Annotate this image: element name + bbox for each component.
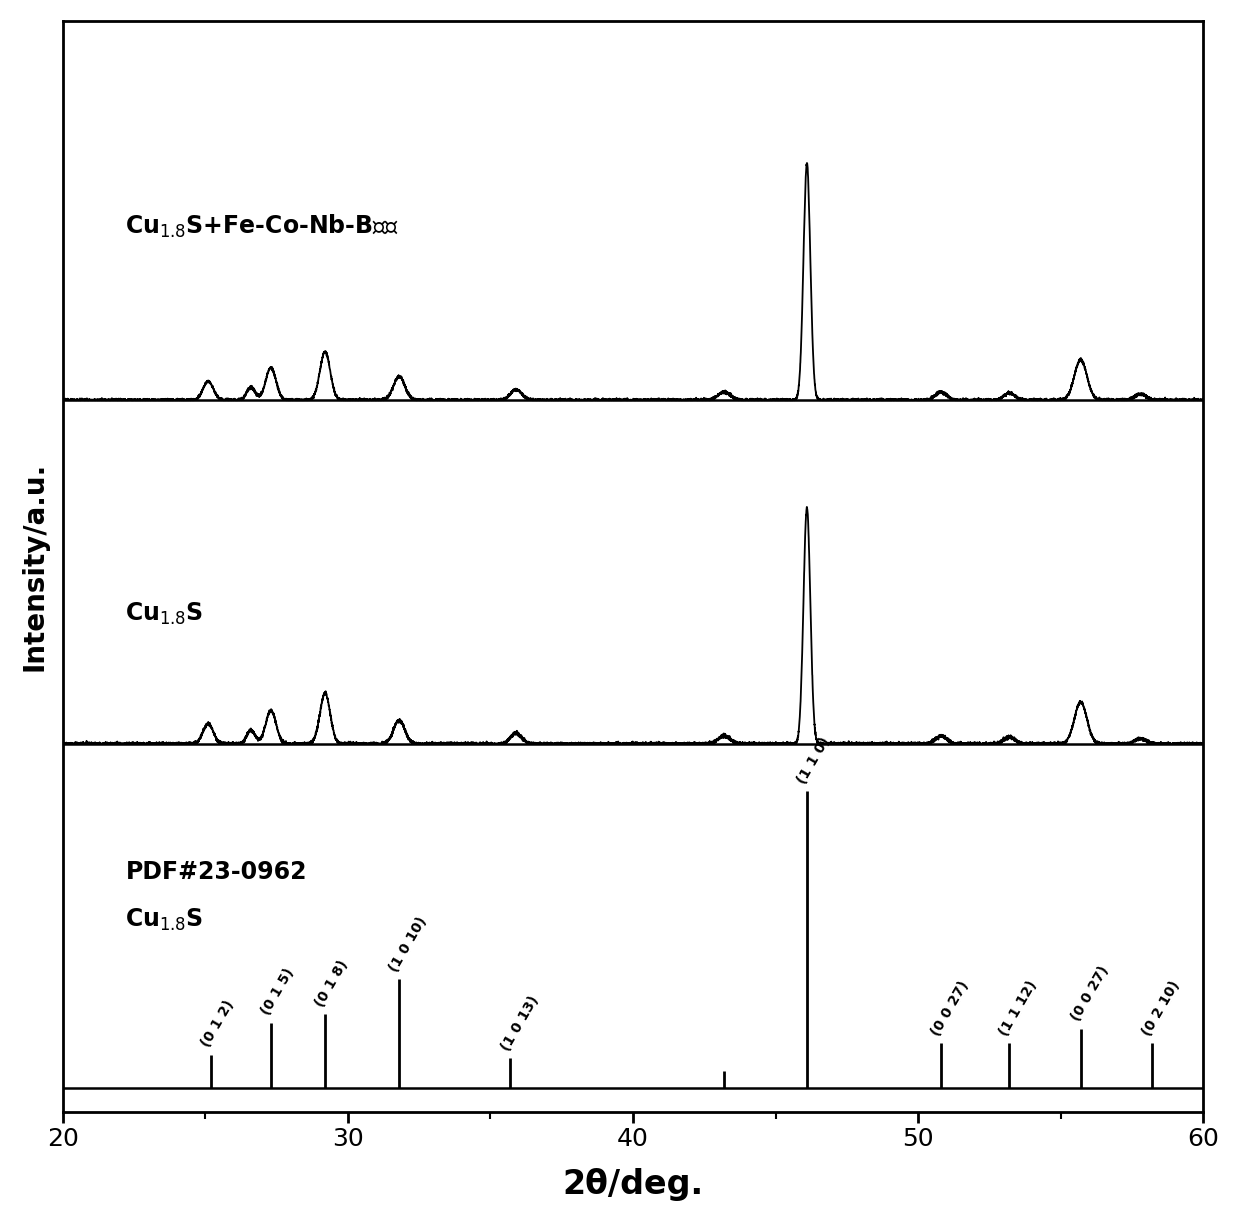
Text: Cu$_{1.8}$S: Cu$_{1.8}$S <box>125 601 203 627</box>
Text: (1 0 10): (1 0 10) <box>387 914 430 974</box>
Text: (0 1 2): (0 1 2) <box>198 998 237 1050</box>
Text: (0 1 5): (0 1 5) <box>259 967 296 1018</box>
Text: (1 1 12): (1 1 12) <box>997 978 1040 1037</box>
Text: (1 1 0): (1 1 0) <box>795 734 833 787</box>
Y-axis label: Intensity/a.u.: Intensity/a.u. <box>21 462 48 671</box>
Text: (0 1 8): (0 1 8) <box>312 958 351 1009</box>
Text: Cu$_{1.8}$S+Fe-Co-Nb-B非晶: Cu$_{1.8}$S+Fe-Co-Nb-B非晶 <box>125 213 399 241</box>
Text: (0 2 10): (0 2 10) <box>1140 978 1183 1037</box>
Text: (1 0 13): (1 0 13) <box>498 993 541 1053</box>
Text: (0 0 27): (0 0 27) <box>1069 964 1111 1024</box>
Text: (0 0 27): (0 0 27) <box>929 978 971 1037</box>
X-axis label: 2θ/deg.: 2θ/deg. <box>563 1168 703 1201</box>
Text: PDF#23-0962: PDF#23-0962 <box>125 860 308 885</box>
Text: Cu$_{1.8}$S: Cu$_{1.8}$S <box>125 907 203 932</box>
